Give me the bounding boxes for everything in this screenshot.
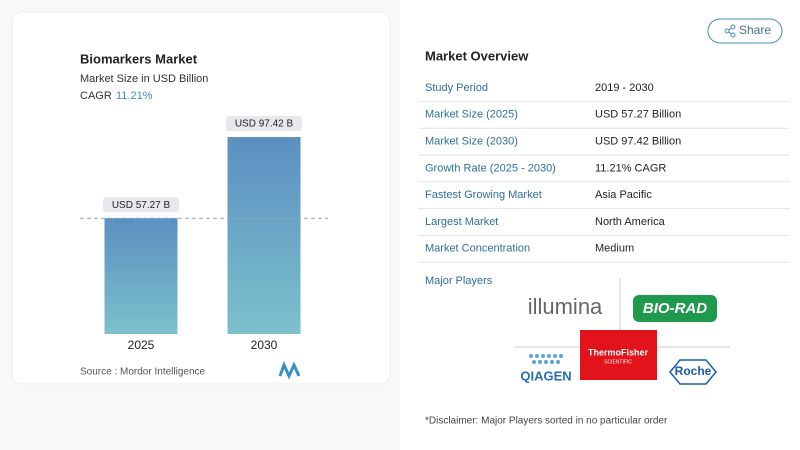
value-label-box (103, 197, 179, 213)
row-value: Asia Pacific (595, 189, 652, 201)
chart-title: Biomarkers Market (80, 51, 198, 66)
overview-table: Study Period 2019 - 2030 Market Size (2025… (418, 82, 790, 263)
row-label: Market Size (2025) (425, 109, 518, 121)
value-label-box (226, 116, 302, 132)
row-value: 11.21% CAGR (595, 162, 666, 174)
roche-hexagon (669, 359, 717, 385)
row-label: Largest Market (425, 216, 498, 228)
bar (104, 218, 178, 334)
value-label: USD 57.27 B (112, 200, 171, 211)
cagr-label: CAGR (80, 90, 112, 102)
row-value: North America (595, 216, 666, 228)
cagr-value: 11.21% (116, 90, 153, 102)
players-title: Major Players (425, 275, 493, 287)
row-label: Market Concentration (425, 243, 530, 255)
overview-title: Market Overview (425, 48, 529, 63)
share-button[interactable] (707, 18, 783, 44)
row-value: 2019 - 2030 (595, 82, 654, 94)
x-tick-label: 2025 (128, 338, 155, 352)
player-logo-box (633, 295, 717, 322)
row-value: Medium (595, 243, 634, 255)
share-icon (724, 24, 736, 38)
player-logo-box (580, 330, 657, 380)
qiagen-dots (529, 354, 563, 364)
bar (227, 137, 301, 334)
player-logo: Roche (675, 364, 712, 378)
player-logo: SCIENTIFIC (604, 359, 632, 365)
row-value: USD 57.27 Billion (595, 109, 681, 121)
player-logo: illumina (528, 294, 603, 319)
player-logo: BIO-RAD (643, 300, 707, 317)
row-value: USD 97.42 Billion (595, 136, 681, 148)
source: Source : Mordor Intelligence (80, 367, 206, 378)
x-tick-label: 2030 (251, 338, 278, 352)
row-label: Fastest Growing Market (425, 189, 542, 201)
disclaimer: *Disclaimer: Major Players sorted in no … (425, 416, 668, 427)
chart-card (11, 11, 391, 385)
row-label: Study Period (425, 82, 488, 94)
brand-logo (278, 361, 301, 380)
share-label: Share (739, 23, 771, 37)
row-label: Growth Rate (2025 - 2030) (425, 162, 556, 174)
row-label: Market Size (2030) (425, 136, 518, 148)
player-logo: ThermoFisher (588, 347, 649, 357)
value-label: USD 97.42 B (235, 119, 294, 130)
player-logo: QIAGEN (520, 368, 571, 383)
chart-subtitle: Market Size in USD Billion (80, 73, 208, 85)
